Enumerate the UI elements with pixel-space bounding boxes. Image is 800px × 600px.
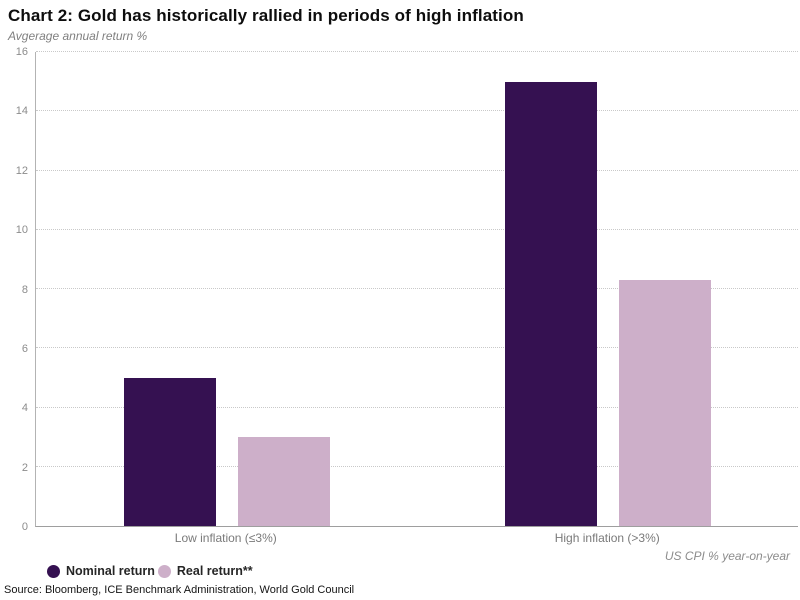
- y-tick-label-16: 16: [15, 46, 28, 58]
- gridline-y-12: [36, 169, 798, 171]
- x-category-label-low-inflation: Low inflation (≤3%): [174, 531, 277, 545]
- y-tick-label-10: 10: [15, 224, 28, 237]
- y-tick-label-12: 12: [15, 164, 28, 177]
- y-tick-label-2: 2: [21, 461, 28, 474]
- gridline-y-2: [36, 465, 798, 467]
- gridline-y-6: [36, 347, 798, 349]
- bar-group-high-inflation: [417, 52, 798, 526]
- legend-label-nominal: Nominal return: [66, 564, 155, 578]
- x-axis-title: US CPI % year-on-year: [664, 549, 790, 563]
- y-tick-label-0: 0: [21, 521, 28, 533]
- y-tick-label-8: 8: [21, 283, 28, 296]
- plot-area: [35, 51, 798, 527]
- real-return-swatch-icon: [157, 564, 171, 578]
- source-attribution: Source: Bloomberg, ICE Benchmark Adminis…: [4, 584, 355, 596]
- bar-groups: [36, 52, 798, 526]
- bar-real-return-low: [237, 437, 330, 526]
- y-axis-title: Avgerage annual return %: [8, 29, 148, 43]
- bar-group-low-inflation: [36, 52, 417, 526]
- legend-item-nominal: Nominal return: [47, 564, 155, 578]
- y-tick-label-4: 4: [21, 402, 28, 415]
- gridline-y-10: [36, 228, 798, 230]
- gridline-y-8: [36, 288, 798, 289]
- legend: Nominal return Real return**: [47, 564, 253, 578]
- x-axis-category-labels: Low inflation (≤3%) High inflation (>3%): [35, 531, 798, 545]
- y-tick-label-14: 14: [15, 105, 28, 118]
- nominal-return-swatch-icon: [47, 564, 60, 578]
- gridline-y-4: [36, 406, 798, 408]
- legend-item-real: Real return**: [157, 564, 253, 578]
- bar-nominal-return-low: [123, 377, 216, 526]
- y-axis-tick-labels: 0 2 4 6 8 10 12 14 16: [0, 46, 28, 533]
- bar-real-return-high: [618, 280, 711, 526]
- bar-nominal-return-high: [504, 81, 597, 526]
- gridline-y-16: [36, 51, 798, 52]
- x-category-label-high-inflation: High inflation (>3%): [554, 531, 660, 545]
- chart-title: Chart 2: Gold has historically rallied i…: [8, 6, 524, 25]
- gridline-y-14: [36, 110, 798, 112]
- y-tick-label-6: 6: [21, 342, 28, 355]
- legend-label-real: Real return**: [176, 564, 253, 578]
